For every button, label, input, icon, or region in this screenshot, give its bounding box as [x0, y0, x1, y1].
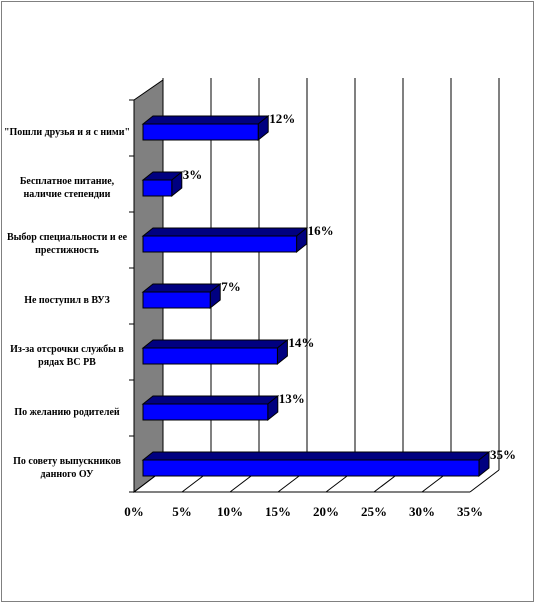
category-label: "Пошли друзья и я с ними"	[3, 126, 131, 138]
bar	[142, 291, 211, 309]
x-tick-label: 20%	[313, 504, 339, 519]
x-tick-label: 30%	[409, 504, 435, 519]
x-tick-label: 35%	[457, 504, 483, 519]
value-label: 14%	[288, 335, 314, 350]
category-label: Выбор специальности и ее престижность	[6, 232, 128, 256]
x-tick-label: 15%	[265, 504, 291, 519]
bar-top	[141, 227, 309, 237]
category-label: Не поступил в ВУЗ	[24, 294, 110, 306]
value-label: 13%	[279, 391, 305, 406]
bar	[142, 347, 278, 365]
x-tick-label: 5%	[172, 504, 192, 519]
bar	[142, 403, 269, 421]
bar-top	[141, 115, 270, 125]
x-tick-label: 10%	[217, 504, 243, 519]
bar-top	[141, 283, 222, 293]
bar-top	[141, 451, 491, 461]
category-label: Бесплатное питание, наличие степендии	[19, 176, 115, 200]
category-label: Из-за отсрочки службы в рядах ВС РВ	[10, 344, 124, 368]
x-tick-label: 25%	[361, 504, 387, 519]
grid-line-floor	[469, 469, 500, 493]
value-label: 12%	[269, 111, 295, 126]
bar	[142, 235, 298, 253]
value-label: 7%	[221, 279, 241, 294]
value-label: 16%	[308, 223, 334, 238]
value-label: 35%	[490, 447, 516, 462]
value-label: 3%	[183, 167, 203, 182]
bar	[142, 179, 173, 197]
bar	[142, 459, 480, 477]
x-tick-label: 0%	[124, 504, 144, 519]
bar	[142, 123, 259, 141]
category-label: По совету выпускников данного ОУ	[13, 456, 121, 480]
bar-top	[141, 395, 280, 405]
bar-top	[141, 339, 289, 349]
category-label: По желанию родителей	[14, 406, 120, 418]
